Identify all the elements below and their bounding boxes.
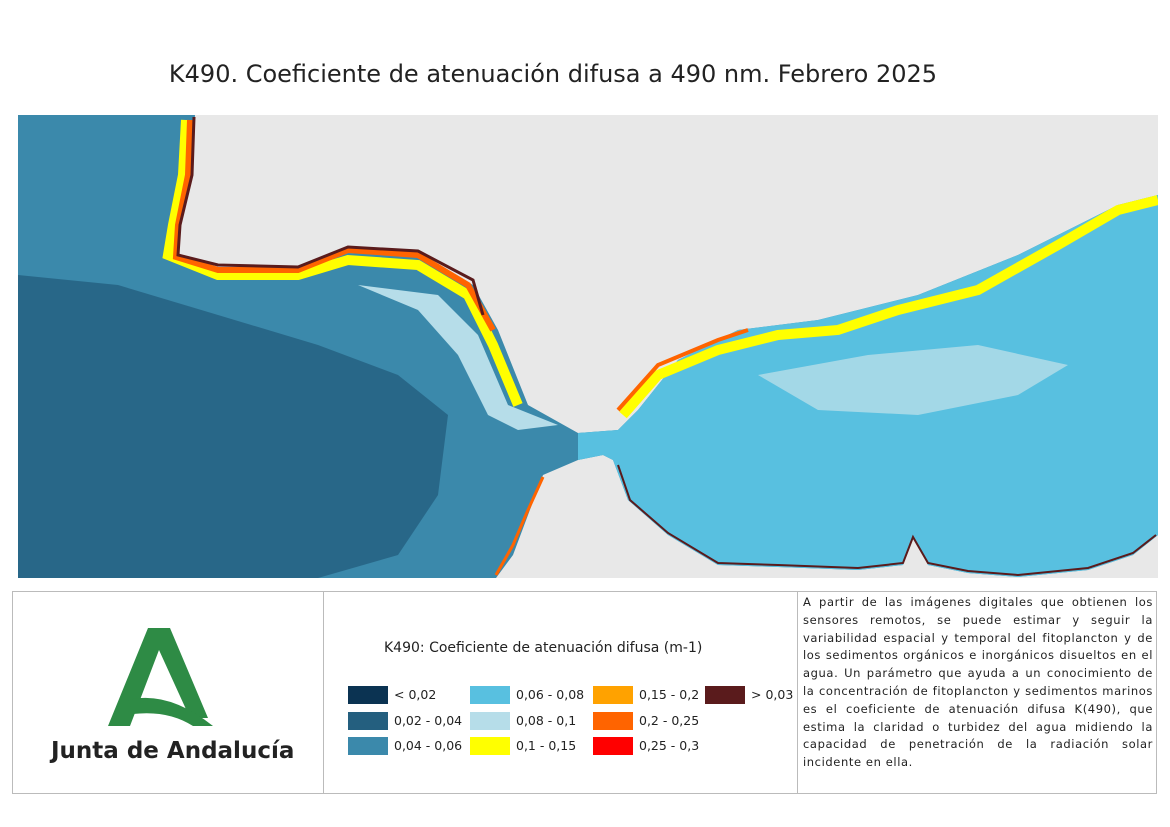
- description: A partir de las imágenes digitales que o…: [803, 595, 1153, 770]
- legend-label: 0,06 - 0,08: [516, 687, 585, 702]
- map: [18, 115, 1158, 578]
- coastal-turbid: [494, 476, 545, 576]
- legend-label: 0,15 - 0,2: [639, 687, 700, 702]
- legend-swatch: [705, 686, 745, 704]
- legend-label: > 0,03: [751, 687, 794, 702]
- legend-label: < 0,02: [394, 687, 437, 702]
- coastal-turbid: [616, 328, 749, 412]
- legend-swatch: [470, 711, 510, 730]
- legend-swatch: [348, 737, 388, 755]
- legend-label: 0,08 - 0,1: [516, 712, 577, 728]
- logo-shape: [128, 697, 213, 726]
- legend-label: 0,25 - 0,3: [639, 738, 700, 753]
- divider: [323, 592, 324, 793]
- logo-mark: [108, 628, 213, 726]
- legend-swatch: [470, 686, 510, 704]
- legend-swatch: [593, 737, 633, 755]
- deep-water: [18, 275, 448, 578]
- coastal-turbid: [619, 195, 1158, 419]
- info-panel: Junta de Andalucía K490: Coeficiente de …: [12, 591, 1157, 794]
- coastal-turbid: [617, 464, 1157, 577]
- legend-swatch: [593, 686, 633, 704]
- legend-swatch: [470, 737, 510, 755]
- logo-text: Junta de Andalucía: [51, 738, 295, 764]
- legend-label: 0,1 - 0,15: [516, 738, 577, 753]
- coastal-turbid: [162, 119, 523, 407]
- map-title: K490. Coeficiente de atenuación difusa a…: [168, 60, 938, 88]
- legend-label: 0,2 - 0,25: [639, 712, 700, 728]
- coastal-turbid: [172, 119, 496, 332]
- shelf-light: [758, 345, 1068, 415]
- divider: [797, 592, 798, 793]
- legend-swatch: [348, 686, 388, 704]
- legend-title: K490: Coeficiente de atenuación difusa (…: [384, 640, 703, 656]
- coastal-turbid: [176, 116, 485, 316]
- legend-swatch: [593, 711, 633, 730]
- legend-label: 0,02 - 0,04: [394, 712, 463, 728]
- legend-swatch: [348, 711, 388, 730]
- legend-label: 0,04 - 0,06: [394, 738, 463, 753]
